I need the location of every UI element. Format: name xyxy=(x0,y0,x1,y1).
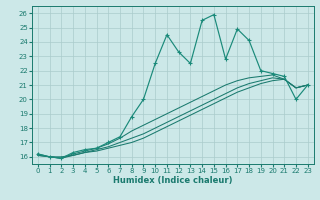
X-axis label: Humidex (Indice chaleur): Humidex (Indice chaleur) xyxy=(113,176,233,185)
